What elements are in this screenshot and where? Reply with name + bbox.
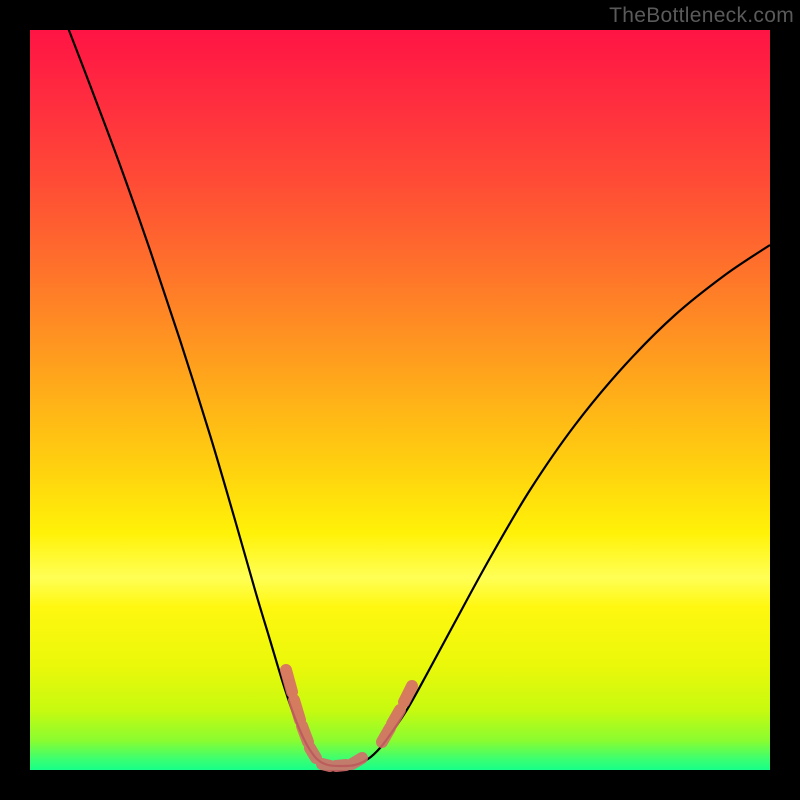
valley-markers <box>286 670 412 766</box>
valley-marker-segment <box>336 765 346 766</box>
valley-marker-segment <box>382 728 390 742</box>
valley-marker-segment <box>310 748 316 758</box>
plot-area <box>30 30 770 770</box>
valley-marker-segment <box>352 758 362 764</box>
valley-marker-segment <box>302 726 308 742</box>
valley-marker-segment <box>294 700 300 720</box>
valley-marker-segment <box>322 764 330 766</box>
valley-marker-segment <box>392 710 400 724</box>
valley-marker-segment <box>286 670 292 692</box>
watermark-text: TheBottleneck.com <box>609 4 794 28</box>
valley-marker-segment <box>404 686 412 702</box>
bottleneck-curve <box>65 20 770 766</box>
chart-container: TheBottleneck.com <box>0 0 800 800</box>
curve-layer <box>30 30 770 770</box>
